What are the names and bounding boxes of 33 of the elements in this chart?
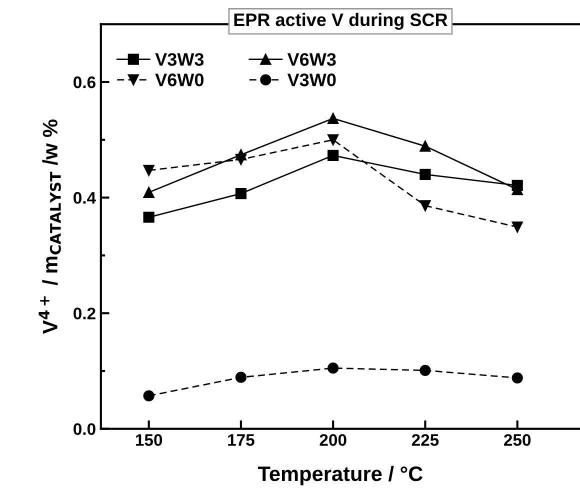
x-tick-label: 225 [412,434,439,446]
y-tick-label: 0.2 [74,308,96,320]
y-tick-label: 0.0 [74,423,96,435]
y-axis-title: V$^{4+}$ / m$_{CATALYST}$ /w % [38,120,61,334]
x-tick-label: 175 [228,434,254,446]
point [420,168,431,180]
point [328,112,339,124]
chart-title: EPR active V during SCR [234,12,448,30]
y-tick-label: 0.6 [74,76,96,88]
x-tick-label: 200 [320,434,346,446]
point [420,200,431,212]
point [143,164,154,176]
x-tick-label: 250 [504,434,531,446]
x-axis-title: Temperature / °C [258,466,423,486]
y-tick-label: 0.4 [74,192,96,204]
point [512,222,523,233]
point [328,134,339,146]
point [235,154,247,166]
point [420,140,431,152]
point [143,186,154,198]
legend-label: V3W3 [155,53,204,66]
point [328,150,339,161]
point [420,364,431,376]
legend-label: V3W0 [287,74,336,86]
point [235,372,247,383]
point [512,372,523,384]
x-tick-label: 150 [136,434,162,446]
legend-label: V6W3 [287,53,336,66]
point [328,362,339,374]
point [143,390,154,402]
legend-label: V6W0 [155,74,204,86]
point [235,188,247,200]
point [143,212,154,223]
